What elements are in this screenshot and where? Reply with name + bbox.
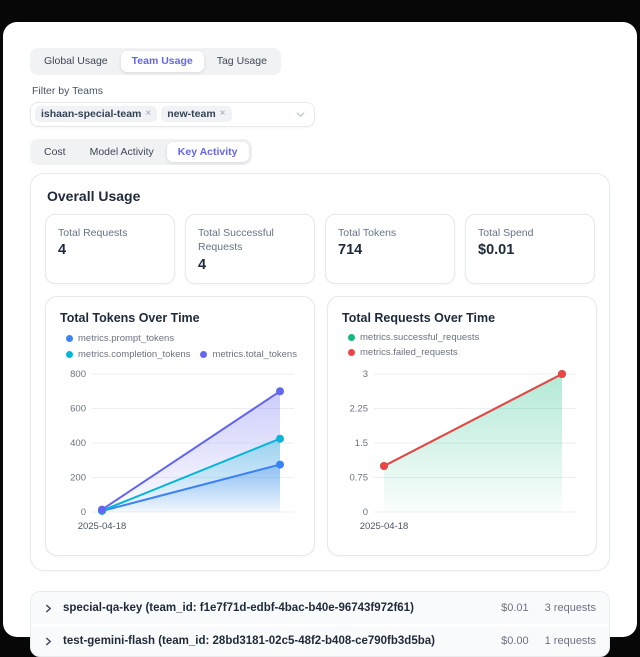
usage-scope-tabs: Global Usage Team Usage Tag Usage (30, 48, 281, 75)
legend-item: metrics.total_tokens (200, 348, 297, 360)
selected-team-tags: ishaan-special-team × new-team × (35, 106, 291, 123)
chevron-right-icon (44, 604, 53, 613)
svg-text:0: 0 (81, 507, 86, 518)
stat-label: Total Requests (58, 227, 128, 240)
svg-text:600: 600 (70, 404, 86, 415)
stat-label: Total Successful Requests (198, 227, 274, 254)
chart-canvas: 0 200 400 600 800 2025-04-18 (70, 369, 294, 532)
legend-label: metrics.prompt_tokens (78, 332, 175, 344)
chart-plot-area: 0 200 400 600 800 2025-04-18 (58, 366, 302, 547)
x-axis-tick-label: 2025-04-18 (78, 521, 127, 532)
svg-text:400: 400 (70, 438, 86, 449)
team-tag-label: ishaan-special-team (41, 108, 142, 121)
svg-text:1.5: 1.5 (355, 438, 368, 449)
dashboard-panel: Global Usage Team Usage Tag Usage Filter b… (3, 22, 637, 657)
stat-label: Total Tokens (338, 227, 397, 240)
tab-team-usage[interactable]: Team Usage (120, 51, 204, 72)
key-row-spend: $0.01 (501, 602, 529, 615)
svg-text:0.75: 0.75 (350, 473, 369, 484)
legend-item: metrics.prompt_tokens (66, 332, 174, 344)
stat-card-total-spend: Total Spend $0.01 (465, 214, 595, 285)
legend-item: metrics.failed_requests (348, 347, 584, 358)
legend-dot-icon (66, 350, 73, 358)
chart-card-total-requests-over-time: Total Requests Over Time metrics.successf… (327, 296, 597, 557)
remove-tag-icon[interactable]: × (219, 108, 226, 120)
legend-dot-icon (66, 334, 73, 342)
legend-label: metrics.completion_tokens (78, 348, 191, 360)
overall-usage-title: Overall Usage (47, 188, 141, 205)
tab-key-activity[interactable]: Key Activity (166, 141, 249, 163)
team-tag-label: new-team (167, 108, 216, 121)
overall-usage-card: Overall Usage Total Requests 4 Total Succe… (30, 173, 610, 572)
key-activity-row[interactable]: special-qa-key (team_id: f1e7f71d-edbf-4… (31, 592, 609, 625)
key-row-spend: $0.00 (501, 635, 529, 648)
stat-value: 714 (338, 242, 363, 259)
key-row-requests: 1 requests (544, 635, 596, 648)
stat-value: $0.01 (478, 242, 515, 259)
svg-text:2.25: 2.25 (350, 404, 369, 415)
remove-tag-icon[interactable]: × (145, 108, 152, 120)
svg-text:3: 3 (363, 369, 368, 380)
svg-text:0: 0 (363, 507, 368, 518)
stat-card-total-requests: Total Requests 4 (45, 214, 175, 285)
stat-value: 4 (198, 256, 207, 273)
x-axis-tick-label: 2025-04-18 (360, 521, 409, 532)
activity-tabs: Cost Model Activity Key Activity (30, 138, 252, 166)
tab-tag-usage[interactable]: Tag Usage (216, 55, 267, 67)
tab-cost[interactable]: Cost (44, 145, 66, 158)
svg-text:200: 200 (70, 473, 86, 484)
chart-canvas: 0 0.75 1.5 2.25 3 2025-04-18 (350, 369, 576, 532)
chart-card-total-tokens-over-time: Total Tokens Over Time metrics.prompt_tok… (45, 296, 315, 557)
tab-global-usage[interactable]: Global Usage (44, 55, 108, 67)
legend-dot-icon (348, 334, 355, 342)
stat-label: Total Spend (478, 227, 534, 240)
stat-card-total-tokens: Total Tokens 714 (325, 214, 455, 285)
key-row-label: test-gemini-flash (team_id: 28bd3181-02c… (63, 635, 435, 648)
team-tag: new-team × (161, 106, 232, 123)
legend-label: metrics.successful_requests (360, 332, 480, 344)
stat-cards: Total Requests 4 Total Successful Requests… (45, 214, 595, 285)
legend-dot-icon (348, 349, 355, 357)
tab-model-activity[interactable]: Model Activity (89, 145, 154, 158)
chart-plot-area: 0 0.75 1.5 2.25 3 2025-04-18 (340, 366, 584, 547)
legend-item: metrics.completion_tokens (66, 348, 190, 360)
key-activity-list: special-qa-key (team_id: f1e7f71d-edbf-4… (30, 591, 610, 657)
charts-row: Total Tokens Over Time metrics.prompt_tok… (45, 296, 597, 557)
team-tag: ishaan-special-team × (35, 106, 158, 123)
key-row-requests: 3 requests (544, 602, 596, 615)
stat-card-total-successful-requests: Total Successful Requests 4 (185, 214, 315, 285)
chevron-right-icon (44, 637, 53, 646)
stat-value: 4 (58, 242, 67, 259)
chart-legend: metrics.successful_requests metrics.faile… (348, 332, 584, 360)
key-row-label: special-qa-key (team_id: f1e7f71d-edbf-4… (63, 602, 414, 615)
chevron-down-icon (295, 109, 306, 120)
chart-legend: metrics.prompt_tokens metrics.completion_… (66, 332, 302, 360)
legend-item: metrics.successful_requests (348, 332, 584, 343)
svg-text:800: 800 (70, 369, 86, 380)
team-filter-select[interactable]: ishaan-special-team × new-team × (30, 101, 315, 127)
chart-title: Total Requests Over Time (342, 311, 496, 326)
filter-label: Filter by Teams (32, 84, 103, 97)
legend-dot-icon (200, 350, 208, 358)
chart-title: Total Tokens Over Time (60, 311, 200, 326)
key-activity-row[interactable]: test-gemini-flash (team_id: 28bd3181-02c… (31, 624, 609, 657)
legend-label: metrics.failed_requests (360, 347, 458, 359)
legend-label: metrics.total_tokens (212, 348, 297, 360)
